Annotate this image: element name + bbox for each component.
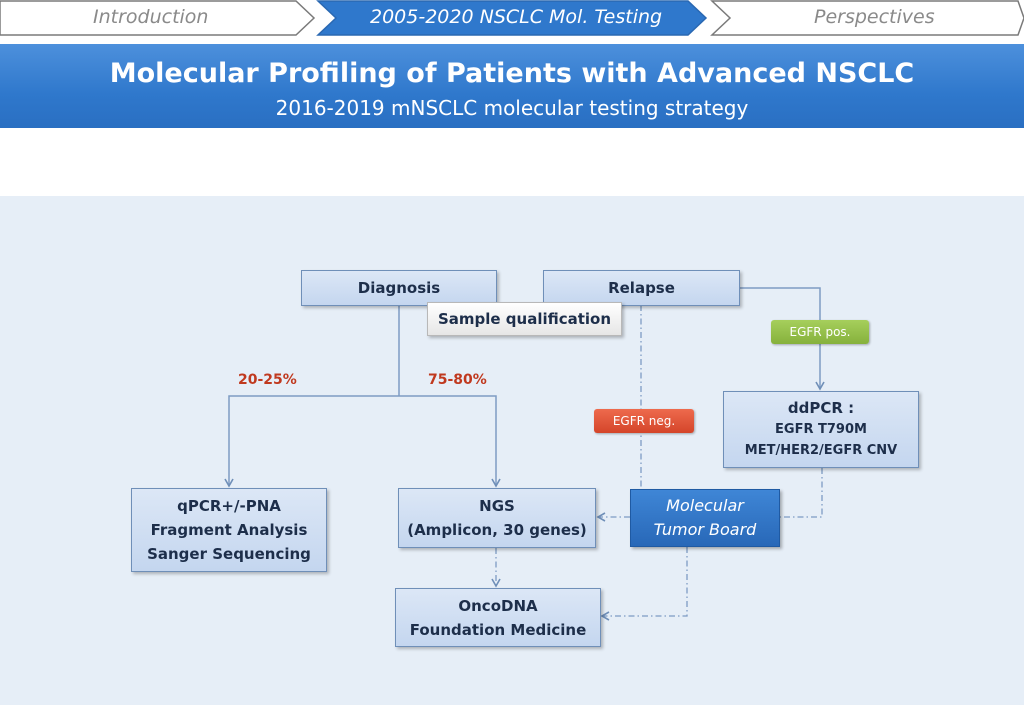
- node-ddpcr-title: ddPCR :: [787, 399, 855, 417]
- node-ngs: NGS (Amplicon, 30 genes): [398, 488, 596, 548]
- node-ngs-line2: (Amplicon, 30 genes): [407, 521, 587, 539]
- node-sample-qualification-label: Sample qualification: [437, 310, 612, 328]
- node-ddpcr: ddPCR : EGFR T790M MET/HER2/EGFR CNV: [723, 391, 919, 468]
- connector-diagnosis-to-qpcr: [224, 395, 399, 488]
- tag-egfr-neg-label: EGFR neg.: [612, 414, 676, 428]
- tag-egfr-pos-label: EGFR pos.: [789, 325, 851, 339]
- node-ddpcr-line2: EGFR T790M: [775, 422, 867, 437]
- node-oncodna-line1: OncoDNA: [458, 596, 538, 615]
- node-qpcr-line1: qPCR+/-PNA: [177, 497, 281, 515]
- node-molecular-tumor-board: Molecular Tumor Board: [630, 489, 780, 547]
- nav-tab-perspectives-shape: [710, 0, 1024, 36]
- title-banner: Molecular Profiling of Patients with Adv…: [0, 44, 1024, 128]
- connector-relapse-to-ddpcr: [739, 287, 825, 391]
- node-ddpcr-line3: MET/HER2/EGFR CNV: [744, 443, 898, 458]
- connector-ddpcr-to-mtb: [780, 468, 823, 518]
- percent-right-label: 75-80%: [428, 372, 487, 388]
- node-diagnosis-label: Diagnosis: [357, 279, 441, 297]
- nav-tab-perspectives[interactable]: Perspectives: [814, 6, 935, 28]
- node-qpcr-line3: Sanger Sequencing: [147, 545, 311, 563]
- node-mtb-line1: Molecular: [666, 496, 744, 515]
- nav-tab-mol-testing[interactable]: 2005-2020 NSCLC Mol. Testing: [370, 6, 663, 28]
- node-relapse: Relapse: [543, 270, 740, 306]
- node-diagnosis: Diagnosis: [301, 270, 497, 306]
- nav-chevrons: [0, 0, 1024, 36]
- tag-egfr-pos: EGFR pos.: [771, 320, 869, 344]
- nav-tab-testing-shape: [316, 0, 708, 36]
- nav-tab-introduction[interactable]: Introduction: [93, 6, 209, 28]
- node-ngs-line1: NGS: [479, 497, 515, 515]
- nav-tab-introduction-shape: [0, 0, 316, 36]
- node-oncodna: OncoDNA Foundation Medicine: [395, 588, 601, 647]
- page-subtitle: 2016-2019 mNSCLC molecular testing strat…: [275, 96, 749, 120]
- page-title: Molecular Profiling of Patients with Adv…: [109, 58, 915, 89]
- percent-left-label: 20-25%: [238, 372, 297, 388]
- connector-mtb-to-onco: [600, 547, 688, 621]
- node-relapse-label: Relapse: [608, 279, 675, 297]
- tag-egfr-neg: EGFR neg.: [594, 409, 694, 433]
- node-qpcr-line2: Fragment Analysis: [150, 521, 308, 539]
- node-qpcr: qPCR+/-PNA Fragment Analysis Sanger Sequ…: [131, 488, 327, 572]
- section-navigation: Introduction 2005-2020 NSCLC Mol. Testin…: [0, 0, 1024, 40]
- node-sample-qualification: Sample qualification: [427, 302, 622, 336]
- connector-diagnosis-to-ngs: [399, 395, 501, 488]
- node-mtb-line2: Tumor Board: [653, 520, 757, 539]
- node-oncodna-line2: Foundation Medicine: [409, 620, 587, 639]
